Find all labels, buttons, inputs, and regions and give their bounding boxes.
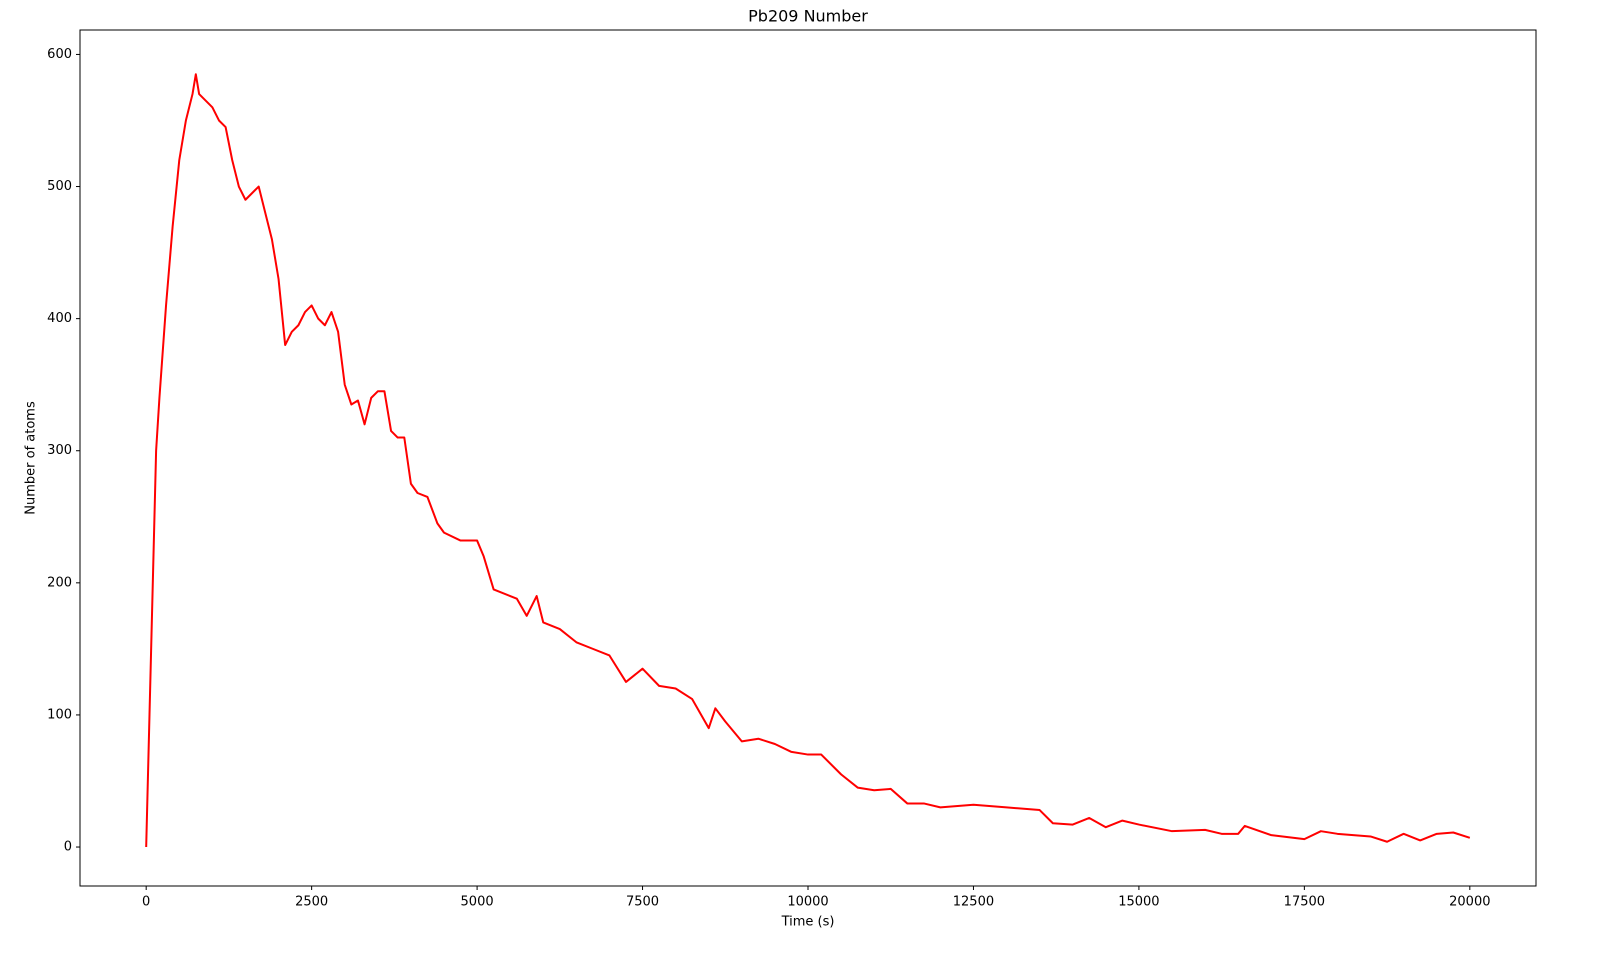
y-tick-label: 0 — [64, 840, 72, 855]
y-tick-label: 600 — [47, 47, 72, 62]
x-tick-label: 12500 — [953, 895, 994, 910]
y-axis-label: Number of atoms — [24, 401, 39, 515]
x-tick-label: 10000 — [787, 895, 828, 910]
x-tick-label: 2500 — [295, 895, 328, 910]
y-tick-label: 300 — [47, 443, 72, 458]
y-tick-label: 200 — [47, 575, 72, 590]
x-tick-label: 17500 — [1284, 895, 1325, 910]
y-tick-label: 400 — [47, 311, 72, 326]
x-tick-label: 5000 — [461, 895, 494, 910]
plot-frame — [79, 29, 1537, 887]
x-axis-label: Time (s) — [781, 915, 835, 930]
x-tick-label: 20000 — [1449, 895, 1490, 910]
data-line — [145, 73, 1471, 848]
y-tick-label: 500 — [47, 179, 72, 194]
y-tick-label: 100 — [47, 707, 72, 722]
chart-title: Pb209 Number — [748, 7, 868, 26]
x-tick-label: 7500 — [626, 895, 659, 910]
x-tick-label: 0 — [142, 895, 150, 910]
x-tick-label: 15000 — [1118, 895, 1159, 910]
